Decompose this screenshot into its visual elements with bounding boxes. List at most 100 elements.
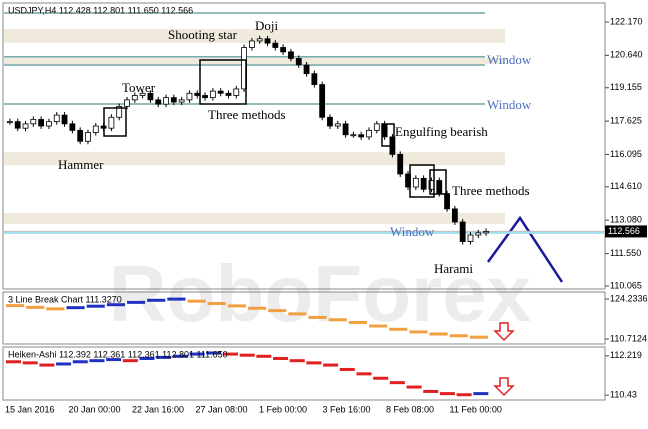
candle: [38, 119, 45, 127]
pattern-label: Window: [487, 97, 532, 112]
candle: [170, 97, 177, 103]
pattern-label: Window: [390, 224, 435, 239]
pattern-label: Shooting star: [168, 27, 238, 42]
pattern-box: [429, 169, 447, 195]
candle: [467, 234, 474, 242]
candle: [202, 95, 208, 99]
brick: [86, 304, 105, 308]
candle: [483, 231, 489, 234]
ha-candle: [22, 361, 38, 365]
y-tick-label: 120.640: [610, 50, 643, 60]
ha-candle: [89, 359, 105, 363]
candle: [53, 114, 60, 123]
candle: [303, 64, 310, 75]
candle: [412, 177, 419, 188]
pattern-label: Tower: [122, 80, 156, 95]
ha-candle: [122, 359, 138, 363]
candle: [475, 232, 482, 236]
brick: [389, 327, 408, 331]
forecast-arrow: [486, 215, 564, 283]
y-tick-label: 122.170: [610, 16, 643, 26]
ha-candle: [139, 356, 155, 360]
ha-candle: [439, 392, 455, 396]
y-tick-label: 119.155: [610, 82, 642, 92]
x-tick-label: 1 Feb 00:00: [259, 404, 307, 414]
ha-candle: [189, 352, 205, 356]
candle: [358, 134, 365, 138]
brick: [147, 298, 166, 302]
ha-candle: [72, 360, 88, 364]
candle: [69, 123, 76, 131]
brick: [106, 303, 125, 307]
y-tick-label: 114.610: [610, 181, 642, 191]
ha-candle: [339, 367, 355, 371]
pane-title: 3 Line Break Chart 111.3270: [8, 294, 122, 304]
candle: [217, 90, 224, 94]
candle: [319, 84, 326, 118]
pattern-label: Hammer: [58, 157, 104, 172]
brick: [328, 318, 347, 322]
brick: [308, 315, 327, 319]
candle: [249, 40, 255, 48]
pattern-label: Engulfing bearish: [395, 124, 488, 139]
zone: [4, 152, 505, 166]
ha-candle: [473, 392, 489, 396]
x-tick-label: 3 Feb 16:00: [323, 404, 371, 414]
candle: [420, 177, 427, 190]
candle: [147, 92, 154, 101]
candle: [92, 125, 99, 133]
pattern-label: Doji: [255, 18, 279, 33]
ha-candle: [239, 353, 255, 357]
price-label: 112.566: [608, 226, 640, 236]
brick: [227, 304, 246, 308]
y-tick-label: 111.550: [610, 248, 641, 258]
ha-candle: [273, 356, 289, 360]
candle: [288, 51, 294, 59]
candle: [178, 99, 185, 103]
zone: [4, 57, 505, 65]
candle: [280, 47, 287, 53]
candle: [163, 97, 169, 105]
ha-candle: [6, 360, 22, 364]
candle: [85, 132, 91, 142]
candle: [295, 58, 302, 66]
ha-candle: [56, 362, 72, 366]
ha-candle: [306, 361, 322, 365]
y-tick-label: 113.080: [610, 215, 642, 225]
brick: [348, 320, 367, 324]
y-tick-label: 124.2336: [610, 293, 648, 303]
brick: [187, 299, 206, 303]
brick: [449, 334, 468, 338]
brick: [268, 309, 287, 313]
candle: [155, 99, 162, 105]
pattern-label: Three methods: [208, 107, 286, 122]
ha-candle: [323, 363, 339, 367]
candle: [436, 180, 443, 195]
brick: [429, 332, 448, 336]
brick: [46, 307, 65, 311]
candle: [233, 88, 240, 96]
candle: [256, 38, 263, 42]
y-tick-label: 112.219: [610, 350, 642, 360]
candle: [225, 92, 232, 96]
candle: [194, 92, 201, 96]
pattern-box: [103, 107, 127, 137]
pattern-box: [381, 123, 395, 147]
candle: [366, 129, 372, 138]
brick: [66, 306, 85, 310]
brick: [469, 335, 488, 339]
y-tick-label: 110.065: [610, 280, 642, 290]
pane-title: USDJPY,H4 112.428 112.801 111.650 112.56…: [8, 5, 193, 15]
brick: [288, 312, 307, 316]
ha-candle: [172, 354, 188, 358]
candle: [61, 114, 68, 125]
y-tick-label: 116.095: [610, 149, 642, 159]
ha-candle: [106, 358, 122, 362]
ha-candle: [389, 381, 405, 385]
x-tick-label: 8 Feb 08:00: [386, 404, 434, 414]
brick: [6, 304, 25, 308]
candle: [459, 221, 466, 242]
pattern-box: [199, 59, 247, 105]
y-tick-label: 110.43: [610, 390, 637, 400]
